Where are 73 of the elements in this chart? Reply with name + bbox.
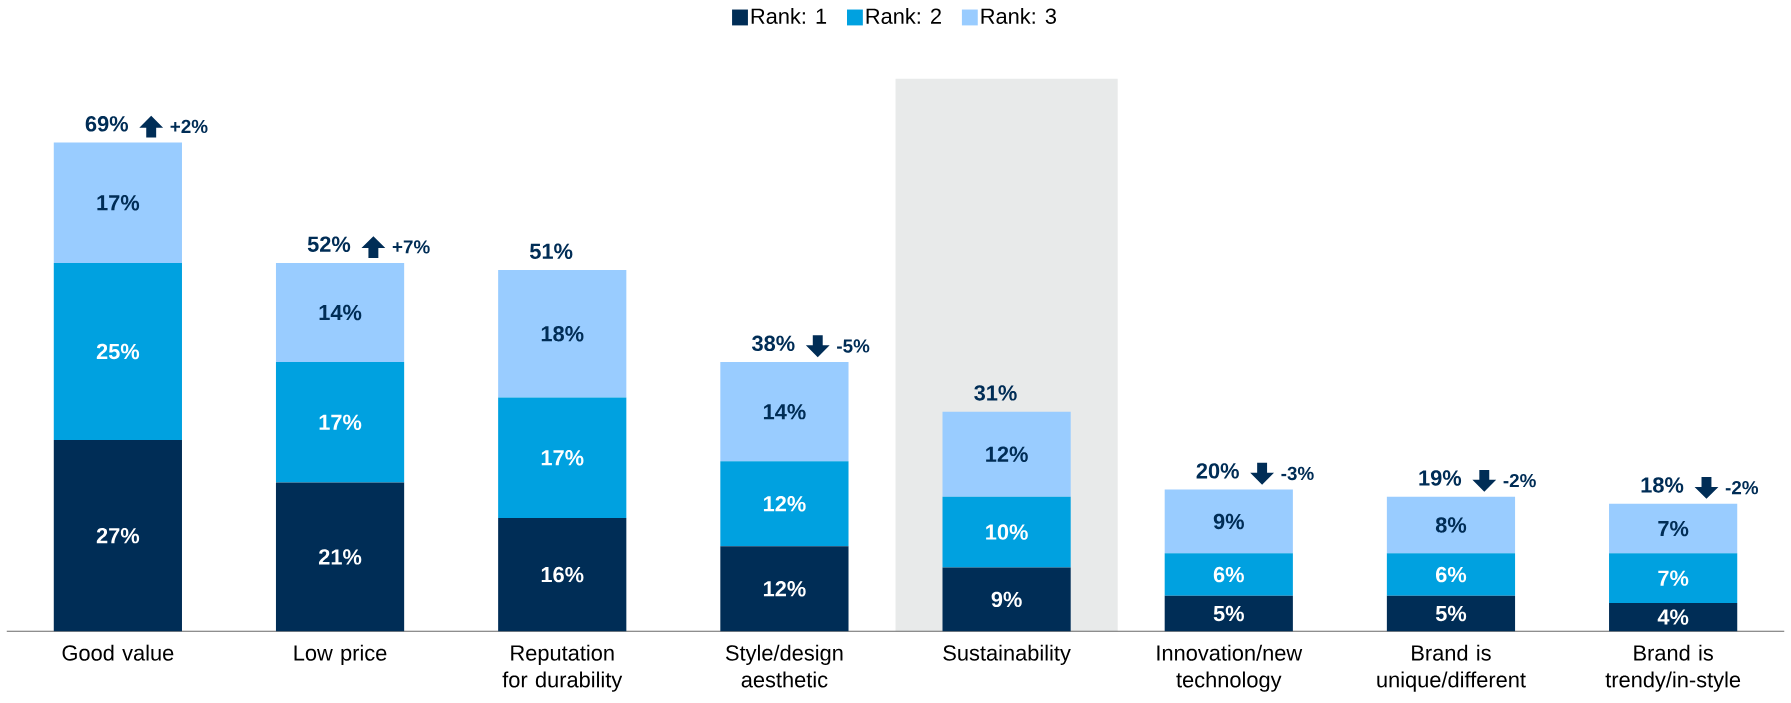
x-tick-label: Reputation for durability <box>502 644 623 692</box>
data-label: 6% <box>1435 566 1467 583</box>
legend-label: Rank: 2 <box>866 7 941 24</box>
data-label: 17% <box>97 195 140 211</box>
bar <box>1386 496 1516 554</box>
total-label: 31% <box>974 385 1017 401</box>
total-label: 19% <box>1419 470 1462 486</box>
bar <box>942 496 1071 568</box>
total-label: 18% <box>1641 477 1684 493</box>
bar <box>498 397 627 518</box>
data-label: 12% <box>763 581 806 597</box>
data-label: 25% <box>96 343 140 360</box>
bar <box>720 546 849 632</box>
annotation: -2% <box>1725 480 1759 495</box>
data-label: 17% <box>319 414 362 430</box>
total-label: 69% <box>85 116 129 132</box>
bar <box>498 270 627 398</box>
data-label: 17% <box>541 450 584 466</box>
bar <box>942 567 1071 632</box>
annotation: -2% <box>1503 473 1536 488</box>
data-label: 21% <box>318 549 362 565</box>
data-label: 14% <box>763 404 806 420</box>
bar <box>1386 595 1516 632</box>
bar <box>275 262 405 363</box>
data-label: 12% <box>763 496 806 512</box>
data-label: 5% <box>1213 605 1244 622</box>
bar <box>942 411 1071 497</box>
bar <box>1386 553 1516 596</box>
legend-label: Rank: 3 <box>981 7 1056 24</box>
bar <box>53 262 182 441</box>
bar <box>720 362 849 462</box>
data-label: 4% <box>1657 609 1689 625</box>
bar <box>1164 553 1293 596</box>
bar <box>498 517 627 632</box>
data-label: 18% <box>541 326 584 342</box>
legend-label: Rank: 1 <box>751 7 827 24</box>
x-tick-label: Brand is trendy/in-style <box>1605 644 1741 692</box>
bar <box>275 482 405 632</box>
bar <box>1609 602 1738 632</box>
x-tick-label: Style/design aesthetic <box>725 644 843 688</box>
annotation: -3% <box>1281 466 1314 481</box>
annotation: +7% <box>392 240 430 254</box>
bar <box>53 440 182 632</box>
bar <box>1609 503 1738 554</box>
data-label: 9% <box>1213 513 1244 530</box>
data-label: 12% <box>986 446 1028 462</box>
bar <box>1609 553 1738 603</box>
data-label: 14% <box>319 304 362 321</box>
bar <box>53 142 182 263</box>
bar <box>720 461 849 547</box>
x-tick-label: Low price <box>294 644 387 666</box>
data-label: 7% <box>1658 520 1689 537</box>
total-label: 38% <box>751 335 795 352</box>
x-tick-label: Good value <box>62 644 174 661</box>
bar <box>275 362 405 483</box>
x-tick-label: Innovation/new technology <box>1157 644 1303 692</box>
data-label: 27% <box>96 527 140 544</box>
bar <box>1164 489 1293 554</box>
data-label: 16% <box>541 566 584 583</box>
annotation: +2% <box>170 119 208 134</box>
bar <box>1164 595 1293 632</box>
total-label: 52% <box>307 236 351 252</box>
data-label: 10% <box>986 524 1028 540</box>
x-tick-label: Brand is unique/different <box>1377 644 1526 692</box>
x-tick-label: Sustainability <box>943 644 1071 666</box>
data-label: 9% <box>991 591 1022 608</box>
data-label: 8% <box>1435 517 1467 533</box>
total-label: 20% <box>1196 463 1239 479</box>
data-label: 5% <box>1435 605 1467 622</box>
data-label: 6% <box>1213 566 1244 583</box>
annotation: -5% <box>837 339 870 353</box>
data-label: 7% <box>1658 570 1689 586</box>
total-label: 51% <box>529 243 573 260</box>
